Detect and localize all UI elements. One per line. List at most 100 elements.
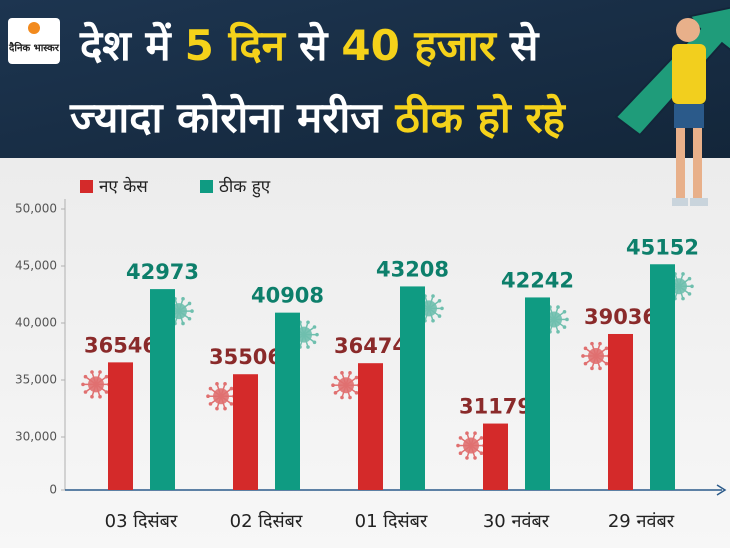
virus-tip (556, 305, 560, 309)
virus-tip (583, 346, 588, 351)
bar (525, 297, 550, 490)
virus-tip (312, 325, 317, 329)
virus-tip (340, 395, 344, 400)
title-line: देश में 5 दिन से 40 हजार से (79, 21, 540, 70)
virus-tip (681, 272, 685, 276)
virus-tip (565, 317, 569, 322)
virus-tip (354, 391, 359, 395)
bar (108, 362, 133, 490)
virus-tip (333, 391, 338, 395)
virus-body (463, 437, 479, 454)
header-background (0, 0, 730, 158)
virus-tip (583, 361, 588, 366)
virus-tip (90, 370, 94, 374)
value-label: 36474 (334, 334, 407, 358)
virus-tip (229, 402, 234, 406)
virus-tip (104, 374, 109, 379)
bar (650, 264, 675, 490)
title-segment: से (509, 21, 540, 70)
virus-tip (354, 375, 359, 380)
virus-tip (333, 375, 338, 380)
legend-label: ठीक हुए (219, 176, 271, 198)
virus-tip (187, 316, 192, 321)
virus-tip (465, 431, 469, 435)
y-tick-label: 50,000 (15, 202, 57, 216)
virus-tip (598, 366, 602, 371)
virus-tip (581, 354, 585, 358)
virus-tip (83, 374, 88, 379)
virus-tip (104, 390, 109, 394)
value-label: 39036 (584, 305, 657, 329)
value-label: 45152 (626, 235, 699, 259)
virus-tip (331, 383, 335, 387)
x-axis-arrow (716, 484, 727, 496)
virus-tip (458, 436, 463, 440)
virus-tip (348, 395, 352, 400)
virus-tip (458, 451, 463, 455)
title-segment: 5 दिन (185, 21, 287, 70)
virus-tip (348, 371, 352, 375)
virus-tip (208, 402, 213, 406)
y-tick-label: 0 (49, 483, 57, 497)
title-line: ज्यादा कोरोना मरीज ठीक हो रहे (69, 93, 567, 142)
bar (483, 423, 508, 490)
virus-tip (590, 341, 594, 346)
virus-tip (690, 284, 694, 289)
virus-tip (315, 332, 319, 337)
virus-tip (206, 394, 210, 399)
value-label: 43208 (376, 257, 449, 281)
virus-tip (473, 456, 477, 460)
logo: दैनिक भास्कर (8, 18, 60, 64)
virus-tip (312, 340, 317, 345)
y-tick-label: 45,000 (15, 258, 57, 272)
value-label: 42973 (126, 260, 199, 284)
title-segment: ठीक हो रहे (394, 93, 566, 142)
virus-icon (581, 341, 611, 371)
virus-body (338, 377, 354, 394)
virus-tip (437, 314, 442, 318)
x-tick-label: 29 नवंबर (608, 511, 675, 532)
virus-body (588, 347, 604, 364)
virus-tip (598, 341, 602, 346)
value-label: 40908 (251, 284, 324, 308)
bar (358, 363, 383, 490)
virus-tip (223, 382, 227, 386)
virus-tip (681, 296, 685, 301)
value-label: 36546 (84, 333, 157, 357)
virus-icon (81, 370, 111, 399)
virus-tip (340, 371, 344, 375)
virus-body (88, 376, 104, 393)
virus-tip (562, 309, 567, 314)
y-tick-label: 35,000 (15, 372, 57, 386)
virus-tip (431, 318, 435, 323)
virus-tip (98, 370, 102, 374)
virus-tip (83, 390, 88, 394)
legend-swatch (80, 180, 93, 193)
virus-tip (81, 382, 85, 387)
legend-swatch (200, 180, 213, 193)
virus-tip (431, 294, 435, 298)
virus-tip (181, 321, 185, 326)
value-label: 31179 (459, 395, 532, 419)
virus-tip (306, 320, 310, 325)
bar (608, 333, 633, 490)
y-tick-label: 40,000 (15, 315, 57, 329)
illustration (614, 6, 730, 206)
virus-tip (456, 443, 460, 448)
virus-tip (479, 436, 484, 440)
virus-tip (223, 406, 227, 411)
title-segment: ज्यादा कोरोना मरीज (69, 93, 383, 142)
title-segment: 40 हजार (341, 21, 497, 70)
bar (150, 289, 175, 490)
virus-tip (215, 406, 219, 411)
virus-tip (190, 309, 194, 313)
virus-tip (440, 306, 444, 311)
bar (400, 286, 425, 490)
virus-tip (604, 346, 609, 351)
legend-label: नए केस (99, 176, 148, 197)
y-tick-label: 30,000 (15, 429, 57, 443)
x-tick-label: 02 दिसंबर (230, 510, 303, 532)
title-segment: देश में (79, 21, 172, 70)
virus-tip (208, 386, 213, 391)
virus-body (213, 388, 229, 405)
